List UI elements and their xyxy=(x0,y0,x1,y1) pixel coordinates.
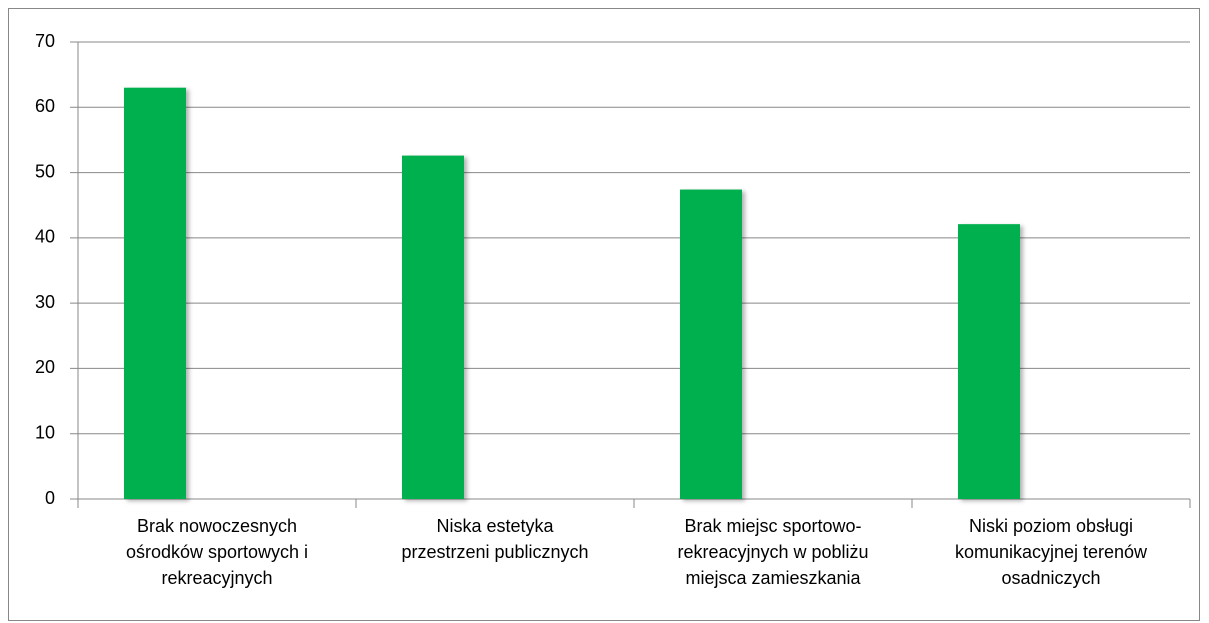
x-tick-label: rekreacyjnych xyxy=(161,568,272,588)
x-tick-label: Brak nowoczesnych xyxy=(137,516,297,536)
y-tick-label: 30 xyxy=(35,292,55,312)
y-tick-label: 0 xyxy=(45,488,55,508)
bar xyxy=(958,224,1020,499)
x-tick-label: osadniczych xyxy=(1001,568,1100,588)
x-tick-label: miejsca zamieszkania xyxy=(685,568,861,588)
bar xyxy=(402,155,464,499)
chart-border xyxy=(8,8,1200,621)
y-tick-label: 50 xyxy=(35,161,55,181)
bar xyxy=(680,189,742,499)
x-tick-label: Niska estetyka xyxy=(436,516,554,536)
y-tick-label: 20 xyxy=(35,357,55,377)
bar xyxy=(124,87,186,499)
x-tick-label: przestrzeni publicznych xyxy=(401,542,588,562)
x-tick-label: rekreacyjnych w pobliżu xyxy=(677,542,868,562)
y-tick-label: 40 xyxy=(35,227,55,247)
y-tick-label: 70 xyxy=(35,31,55,51)
y-tick-label: 60 xyxy=(35,96,55,116)
x-tick-label: Brak miejsc sportowo- xyxy=(684,516,861,536)
y-tick-label: 10 xyxy=(35,422,55,442)
x-tick-label: Niski poziom obsługi xyxy=(969,516,1133,536)
x-tick-label: ośrodków sportowych i xyxy=(126,542,308,562)
x-tick-label: komunikacyjnej terenów xyxy=(955,542,1148,562)
